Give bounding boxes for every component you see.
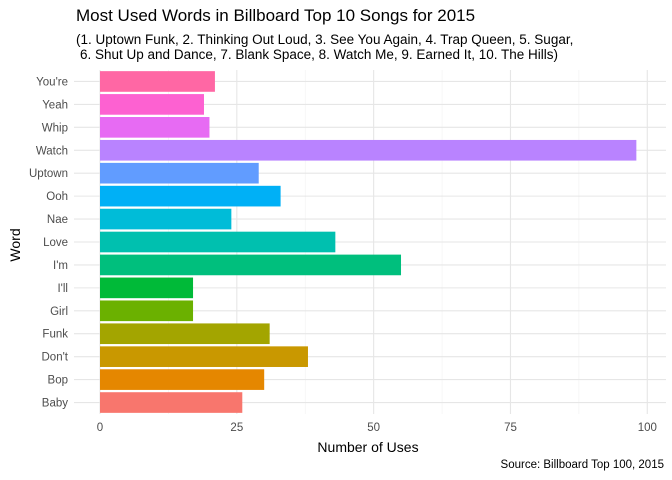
x-tick-label: 50: [367, 422, 380, 434]
bar-nae: [100, 208, 232, 230]
bar-dont: [100, 346, 308, 367]
bar-bop: [100, 369, 265, 390]
bar-love: [100, 231, 336, 253]
y-tick-label: I'm: [53, 260, 68, 272]
bar-yeah: [100, 94, 204, 115]
bars: [100, 71, 637, 413]
y-tick-label: Girl: [50, 306, 68, 318]
x-tick-label: 0: [97, 422, 103, 434]
chart-title: Most Used Words in Billboard Top 10 Song…: [76, 6, 476, 25]
x-tick-label: 75: [504, 422, 517, 434]
bar-uptown: [100, 162, 259, 184]
bar-girl: [100, 300, 194, 322]
x-tick-labels: 0 25 50 75 100: [97, 422, 657, 434]
chart-caption: Source: Billboard Top 100, 2015: [500, 459, 664, 471]
chart-subtitle-line-2: 6. Shut Up and Dance, 7. Blank Space, 8.…: [80, 47, 558, 62]
y-tick-label: Ooh: [46, 191, 68, 203]
y-tick-label: Baby: [42, 398, 68, 410]
bar-baby: [100, 392, 243, 413]
chart-subtitle-line-1: (1. Uptown Funk, 2. Thinking Out Loud, 3…: [76, 32, 574, 47]
y-tick-label: Don't: [42, 352, 69, 364]
y-tick-labels: Baby Bop Don't Funk Girl I'll I'm Love Nae Ooh Upt…: [29, 76, 69, 409]
y-tick-label: I'll: [57, 283, 68, 295]
x-tick-label: 100: [638, 422, 657, 434]
y-axis-title: Word: [7, 228, 23, 261]
bar-im: [100, 254, 402, 276]
y-tick-label: Bop: [48, 375, 68, 387]
y-tick-label: Yeah: [42, 99, 68, 111]
bar-ooh: [100, 185, 281, 207]
bar-youre: [100, 71, 215, 92]
bar-funk: [100, 323, 270, 345]
bar-watch: [100, 139, 637, 161]
y-tick-label: Love: [43, 237, 68, 249]
x-tick-label: 25: [230, 422, 243, 434]
x-axis-title: Number of Uses: [317, 439, 418, 455]
y-tick-label: Uptown: [29, 168, 68, 180]
y-tick-label: Funk: [42, 329, 68, 341]
y-tick-label: You're: [36, 76, 68, 88]
y-tick-label: Whip: [42, 122, 68, 134]
bar-whip: [100, 117, 210, 138]
y-tick-label: Watch: [36, 145, 68, 157]
y-tick-label: Nae: [47, 214, 68, 226]
bar-ill: [100, 277, 194, 299]
